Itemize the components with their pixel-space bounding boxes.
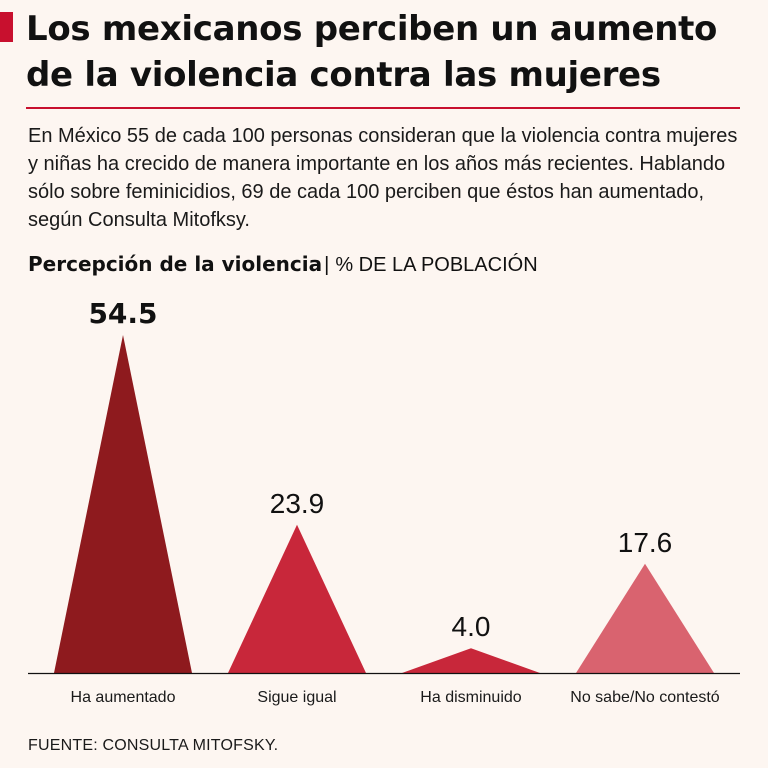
category-label-ha-disminuido: Ha disminuido — [420, 689, 521, 706]
bar-sigue-igual — [228, 524, 366, 673]
bar-ha-aumentado — [54, 335, 192, 673]
value-label-sigue-igual: 23.9 — [270, 488, 325, 519]
bar-ha-disminuido — [402, 648, 540, 673]
chart-title: Percepción de la violencia — [28, 252, 323, 276]
source-note: FUENTE: CONSULTA MITOFSKY. — [28, 737, 279, 754]
value-label-ha-disminuido: 4.0 — [452, 611, 491, 642]
category-label-no-sabe-no-contesto: No sabe/No contestó — [570, 689, 720, 706]
category-label-sigue-igual: Sigue igual — [257, 689, 336, 706]
chart-heading: Percepción de la violencia |% DE LA POBLA… — [28, 250, 748, 279]
value-label-no-sabe-no-contesto: 17.6 — [618, 527, 673, 558]
chart-heading-separator: | — [324, 254, 330, 276]
title-accent-bar — [0, 12, 13, 42]
lede-paragraph: En México 55 de cada 100 personas consid… — [28, 125, 738, 231]
category-label-ha-aumentado: Ha aumentado — [71, 689, 176, 706]
value-label-ha-aumentado: 54.5 — [88, 297, 157, 330]
title-divider — [26, 107, 740, 109]
bar-no-sabe-no-contesto — [576, 563, 714, 673]
page-title: Los mexicanos perciben un aumento de la … — [26, 9, 718, 95]
chart-unit-label: % DE LA POBLACIÓN — [335, 254, 538, 276]
